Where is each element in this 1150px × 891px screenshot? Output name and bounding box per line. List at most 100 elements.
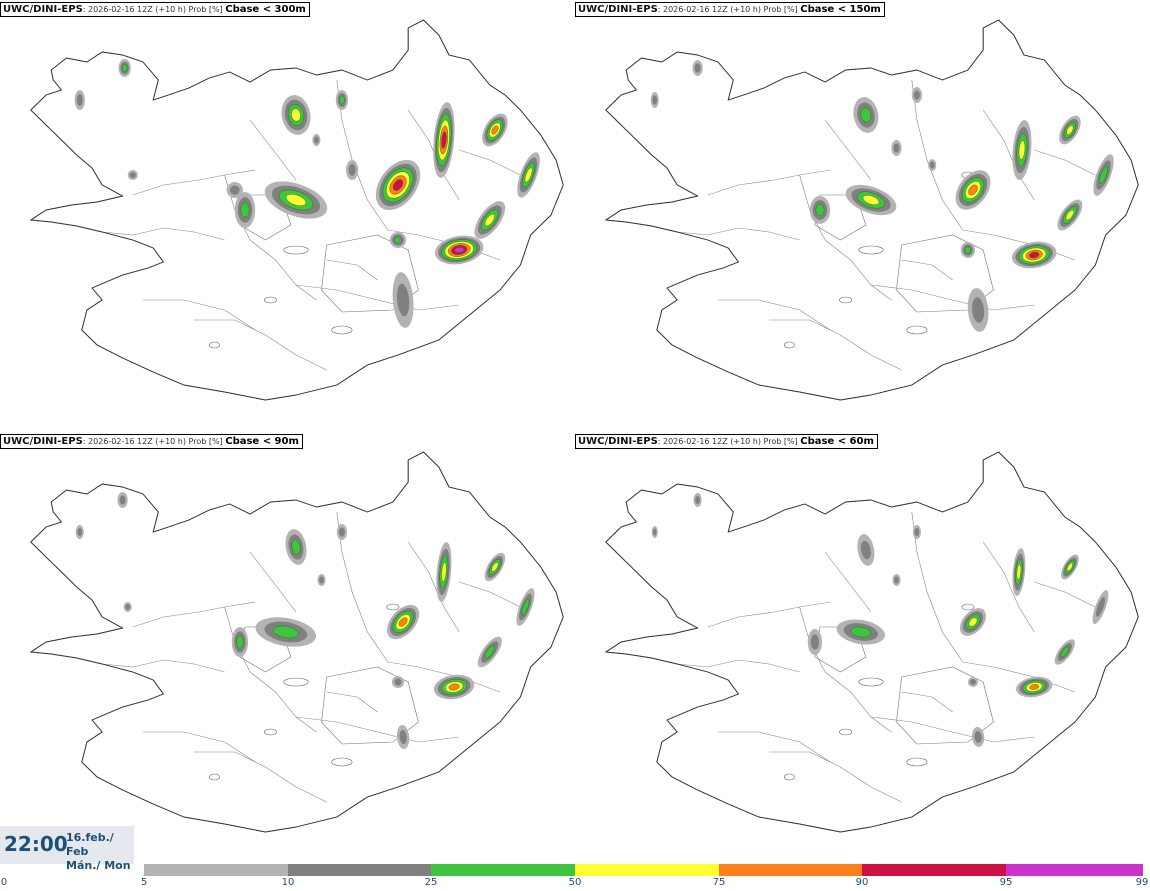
probability-contour — [392, 179, 404, 191]
probability-contour — [121, 64, 128, 72]
probability-contour — [240, 202, 250, 218]
lake-outline — [208, 773, 220, 781]
probability-contour — [1066, 125, 1074, 135]
region-boundary — [193, 319, 327, 371]
region-boundary — [142, 299, 256, 331]
probability-contour — [1060, 646, 1070, 658]
probability-contour — [484, 645, 495, 659]
region-boundary — [459, 149, 521, 176]
valid-date-line2: Mán./ Mon — [66, 859, 131, 872]
lake-outline — [858, 677, 884, 687]
region-boundary — [717, 731, 831, 763]
region-boundary — [295, 716, 460, 743]
threshold-label: Cbase < 150m — [800, 4, 881, 15]
probability-contour — [319, 576, 324, 584]
probability-contour — [491, 125, 499, 135]
colorbar-tick-label: 99 — [1135, 877, 1149, 888]
coastline-overlay — [604, 19, 1139, 401]
region-boundary — [901, 691, 953, 713]
probability-contour — [815, 204, 825, 216]
lake-outline — [264, 296, 277, 304]
colorbar-segment — [431, 864, 575, 876]
probability-contour — [521, 599, 530, 615]
probability-contour — [894, 576, 899, 584]
probability-contour — [76, 94, 83, 106]
colorbar-tick-label: 50 — [568, 877, 582, 888]
probability-contour — [77, 527, 83, 537]
probability-contour — [119, 495, 126, 505]
probability-contour — [970, 679, 976, 685]
run-info: : 2026-02-16 12Z (+10 h) Prob [%] — [657, 437, 798, 446]
region-boundary — [326, 691, 378, 713]
region-boundary — [799, 174, 892, 301]
lake-outline — [906, 757, 928, 767]
model-name: UWC/DINI-EPS — [3, 436, 83, 447]
probability-contour — [694, 63, 701, 73]
region-boundary — [870, 716, 1035, 743]
valid-date: 16.feb./ Feb Mán./ Mon — [66, 831, 134, 873]
iceland-map — [604, 19, 1139, 401]
threshold-label: Cbase < 60m — [800, 436, 874, 447]
colorbar-segment — [144, 864, 288, 876]
lake-outline — [783, 341, 795, 349]
probability-contour — [1016, 564, 1022, 580]
map-panel-60m: UWC/DINI-EPS: 2026-02-16 12Z (+10 h) Pro… — [575, 432, 1150, 862]
probability-contour — [913, 90, 920, 100]
probability-contour — [1099, 166, 1108, 184]
probability-contour — [394, 236, 402, 244]
lake-outline — [331, 757, 353, 767]
colorbar-segment — [575, 864, 719, 876]
probability-contour — [441, 562, 447, 582]
region-boundary — [1034, 581, 1096, 608]
probability-contour — [399, 730, 407, 744]
probability-contour — [129, 172, 136, 178]
probability-contour — [125, 604, 131, 610]
iceland-map — [604, 451, 1139, 833]
colorbar-tick-label: 10 — [281, 877, 295, 888]
probability-contour — [1029, 251, 1040, 259]
region-boundary — [326, 259, 378, 281]
run-info: : 2026-02-16 12Z (+10 h) Prob [%] — [657, 5, 798, 14]
model-name: UWC/DINI-EPS — [3, 4, 83, 15]
colorbar-segment — [862, 864, 1006, 876]
colorbar-segment — [719, 864, 862, 876]
probability-contour — [810, 634, 820, 650]
lake-outline — [264, 728, 277, 736]
panel-title: UWC/DINI-EPS: 2026-02-16 12Z (+10 h) Pro… — [575, 2, 885, 17]
region-boundary — [387, 661, 501, 693]
region-boundary — [768, 751, 902, 803]
probability-contour — [1065, 209, 1075, 221]
region-boundary — [901, 259, 953, 281]
probability-contour — [291, 108, 301, 122]
probability-contour — [1029, 684, 1040, 690]
colorbar-tick-label: 5 — [140, 877, 148, 888]
probability-contour — [484, 213, 495, 227]
lake-outline — [906, 325, 928, 335]
region-boundary — [982, 109, 1035, 201]
probability-contour — [230, 185, 240, 195]
probability-contour — [1018, 140, 1026, 160]
lake-outline — [858, 245, 884, 255]
run-info: : 2026-02-16 12Z (+10 h) Prob [%] — [82, 5, 223, 14]
lake-outline — [283, 677, 309, 687]
threshold-label: Cbase < 90m — [225, 436, 299, 447]
model-name: UWC/DINI-EPS — [578, 436, 658, 447]
probability-contour — [1095, 597, 1106, 617]
iceland-map — [29, 19, 564, 401]
probability-contour — [652, 528, 657, 536]
valid-time: 22:00 — [4, 832, 68, 856]
region-boundary — [768, 319, 902, 371]
probability-contour — [314, 136, 319, 144]
probability-contour — [893, 143, 900, 153]
colorbar-tick-label: 90 — [855, 877, 869, 888]
model-name: UWC/DINI-EPS — [578, 4, 658, 15]
coastline-overlay — [29, 451, 564, 833]
lake-outline — [208, 341, 220, 349]
region-boundary — [224, 174, 317, 301]
probability-contour — [652, 95, 658, 105]
region-boundary — [132, 169, 256, 196]
region-boundary — [707, 601, 831, 628]
probability-contour — [860, 540, 871, 560]
probability-contour — [398, 617, 408, 627]
coastline-overlay — [29, 19, 564, 401]
